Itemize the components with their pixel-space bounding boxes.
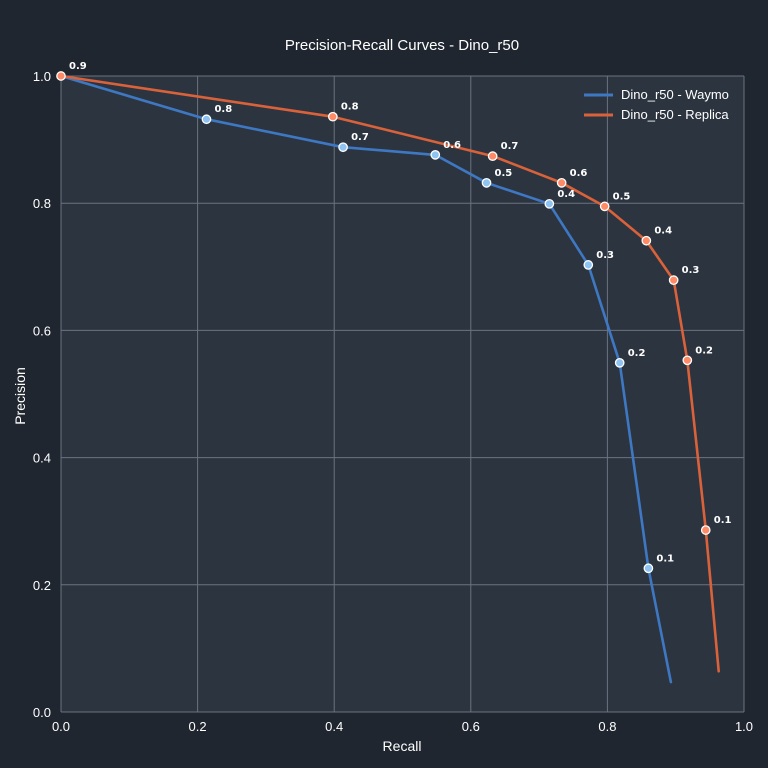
x-tick-label: 0.8 <box>598 719 616 734</box>
point-threshold-label: 0.4 <box>654 226 672 237</box>
data-point-dino-r50-replica <box>56 71 66 81</box>
point-threshold-label: 0.3 <box>682 265 700 276</box>
point-threshold-label: 0.4 <box>557 189 575 200</box>
y-tick-label: 0.6 <box>33 323 51 338</box>
data-point-dino-r50-waymo <box>481 177 492 188</box>
data-point-dino-r50-replica <box>682 355 693 366</box>
data-point-dino-r50-waymo <box>643 563 654 574</box>
point-threshold-label: 0.5 <box>495 168 513 179</box>
y-tick-label: 1.0 <box>33 69 51 84</box>
point-threshold-label: 0.6 <box>443 140 461 151</box>
series-line-dino-r50-waymo <box>59 74 673 684</box>
y-tick-label: 0.2 <box>33 578 51 593</box>
legend-label-waymo: Dino_r50 - Waymo <box>621 87 729 102</box>
data-point-dino-r50-replica <box>599 201 610 212</box>
point-threshold-label: 0.1 <box>714 515 732 526</box>
grid <box>60 75 745 713</box>
data-point-dino-r50-replica <box>327 111 338 122</box>
point-threshold-label: 0.3 <box>596 250 614 261</box>
y-tick-label: 0.0 <box>33 705 51 720</box>
series-line-dino-r50-replica <box>59 74 721 673</box>
legend-label-replica: Dino_r50 - Replica <box>621 107 729 122</box>
data-point-dino-r50-waymo <box>614 357 625 368</box>
x-axis-label: Recall <box>383 738 422 754</box>
x-tick-label: 0.0 <box>52 719 70 734</box>
y-axis-label: Precision <box>12 367 28 425</box>
point-threshold-label: 0.1 <box>656 553 674 564</box>
point-threshold-label: 0.7 <box>351 132 369 143</box>
x-tick-label: 0.6 <box>462 719 480 734</box>
plot-area <box>61 76 744 712</box>
y-tick-label: 0.4 <box>33 451 51 466</box>
chart-title: Precision-Recall Curves - Dino_r50 <box>285 37 519 54</box>
x-tick-label: 0.2 <box>189 719 207 734</box>
data-point-dino-r50-waymo <box>583 260 594 270</box>
point-threshold-label: 0.6 <box>570 168 588 179</box>
point-threshold-label: 0.8 <box>341 102 359 113</box>
legend: Dino_r50 - Waymo Dino_r50 - Replica <box>584 87 729 122</box>
x-tick-label: 0.4 <box>325 719 343 734</box>
point-threshold-label: 0.8 <box>214 104 232 115</box>
data-point-dino-r50-replica <box>700 525 711 535</box>
x-tick-label: 1.0 <box>735 719 753 734</box>
data-point-dino-r50-replica <box>487 151 498 161</box>
point-threshold-label: 0.5 <box>613 191 631 202</box>
series-markers <box>56 71 711 574</box>
data-point-dino-r50-waymo <box>338 142 348 153</box>
axis-ticks: 0.0 0.2 0.4 0.6 0.8 1.0 0.0 0.2 0.4 0.6 0.8 1.0 <box>33 69 753 734</box>
point-labels: 0.8 0.7 0.6 0.5 0.4 0.3 0.2 0.1 0.9 0.8 0.7 0.6 0.5 0… <box>69 61 732 564</box>
series-lines <box>59 74 721 684</box>
data-point-dino-r50-waymo <box>430 150 441 160</box>
data-point-dino-r50-replica <box>641 235 652 246</box>
y-tick-label: 0.8 <box>33 196 51 211</box>
point-threshold-label: 0.2 <box>628 348 646 359</box>
data-point-dino-r50-replica <box>668 275 679 286</box>
data-point-dino-r50-waymo <box>544 198 555 209</box>
point-threshold-label: 0.2 <box>695 345 713 356</box>
point-threshold-label: 0.9 <box>69 61 87 72</box>
data-point-dino-r50-waymo <box>201 114 212 125</box>
data-point-dino-r50-replica <box>556 177 567 188</box>
point-threshold-label: 0.7 <box>501 141 519 152</box>
